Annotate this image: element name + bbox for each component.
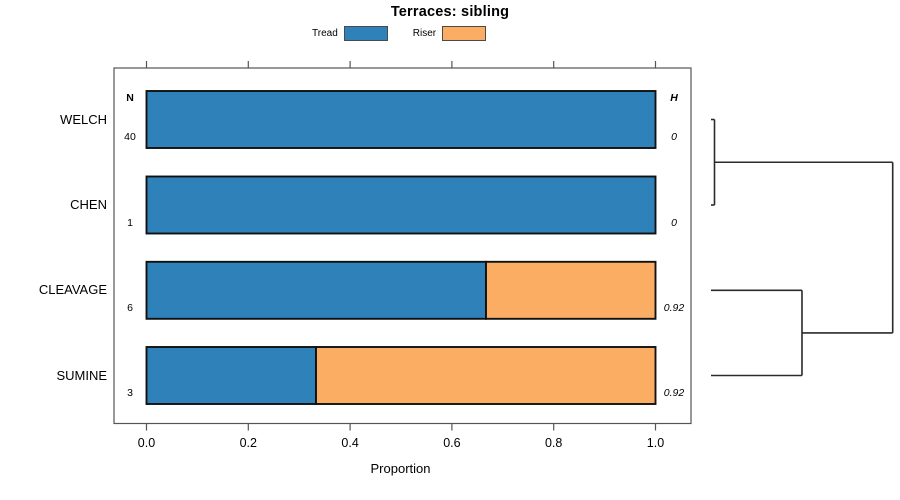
x-tick-label: 0.0 [137,436,156,450]
n-value: 1 [127,216,133,229]
h-value: 0 [671,131,677,143]
bar-segment-tread [145,260,487,320]
category-label: CHEN [70,197,107,212]
chart-title: Terraces: sibling [390,4,510,20]
h-value: 0 [671,216,677,229]
bar-segment-tread [145,175,657,235]
category-label: WELCH [60,111,107,127]
x-tick-label: 0.2 [239,436,257,450]
bar-segment-tread [145,90,657,149]
bar-segment-tread [145,346,317,405]
h-value: 0.92 [663,387,685,399]
x-tick-label: 0.6 [443,436,461,450]
h-value: 0.92 [663,301,685,314]
legend-label-tread: Tread [312,28,338,39]
x-tick-label: 1.0 [646,436,665,450]
legend-label-riser: Riser [412,28,437,39]
n-column-header: N [126,92,134,104]
h-column-header: H [670,92,678,104]
x-tick-label: 0.4 [341,436,359,450]
category-label: SUMINE [56,367,107,383]
bar-segment-riser [485,260,657,320]
n-value: 6 [127,301,133,314]
n-value: 40 [124,131,136,143]
bar-segment-riser [315,346,657,405]
category-label: CLEAVAGE [38,282,107,298]
x-tick-label: 0.8 [544,436,563,450]
plot-box [113,67,692,425]
legend: Tread Riser [312,26,487,41]
legend-swatch-tread [343,26,388,41]
n-value: 3 [127,387,133,399]
legend-swatch-riser [442,26,487,41]
x-axis-title: Proportion [370,461,431,476]
